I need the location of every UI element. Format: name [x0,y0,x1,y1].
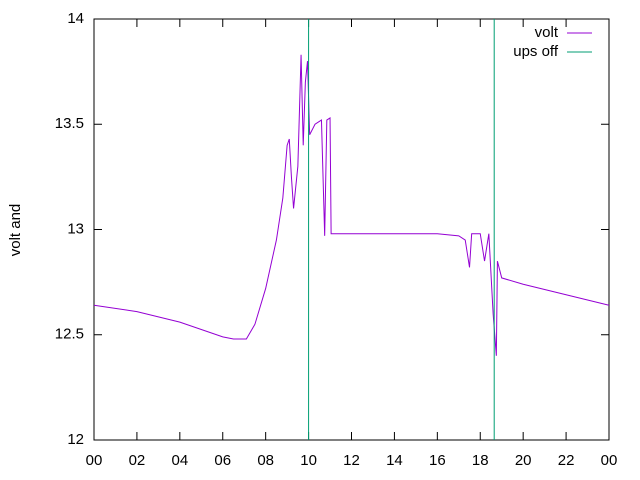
x-tick-label: 02 [129,452,146,469]
y-tick-label: 12.5 [55,326,84,343]
legend-label: ups off [513,43,559,60]
x-tick-label: 00 [86,452,103,469]
y-tick-label: 12 [67,431,84,448]
series-line [93,54,610,356]
series-line [308,19,495,440]
y-tick-label: 13.5 [55,115,84,132]
y-tick-label: 13 [67,220,84,237]
x-tick-label: 16 [429,452,446,469]
x-tick-label: 12 [343,452,360,469]
legend-label: volt [535,24,559,41]
x-tick-label: 18 [472,452,489,469]
x-tick-label: 20 [515,452,532,469]
x-tick-label: 08 [257,452,274,469]
y-axis-label: volt and [7,204,24,257]
x-tick-label: 10 [300,452,317,469]
x-tick-label: 22 [558,452,575,469]
x-tick-label: 04 [171,452,188,469]
y-tick-label: 14 [67,10,84,27]
x-tick-label: 00 [601,452,618,469]
x-tick-label: 14 [386,452,403,469]
plot-border [93,18,610,441]
x-tick-label: 06 [214,452,231,469]
